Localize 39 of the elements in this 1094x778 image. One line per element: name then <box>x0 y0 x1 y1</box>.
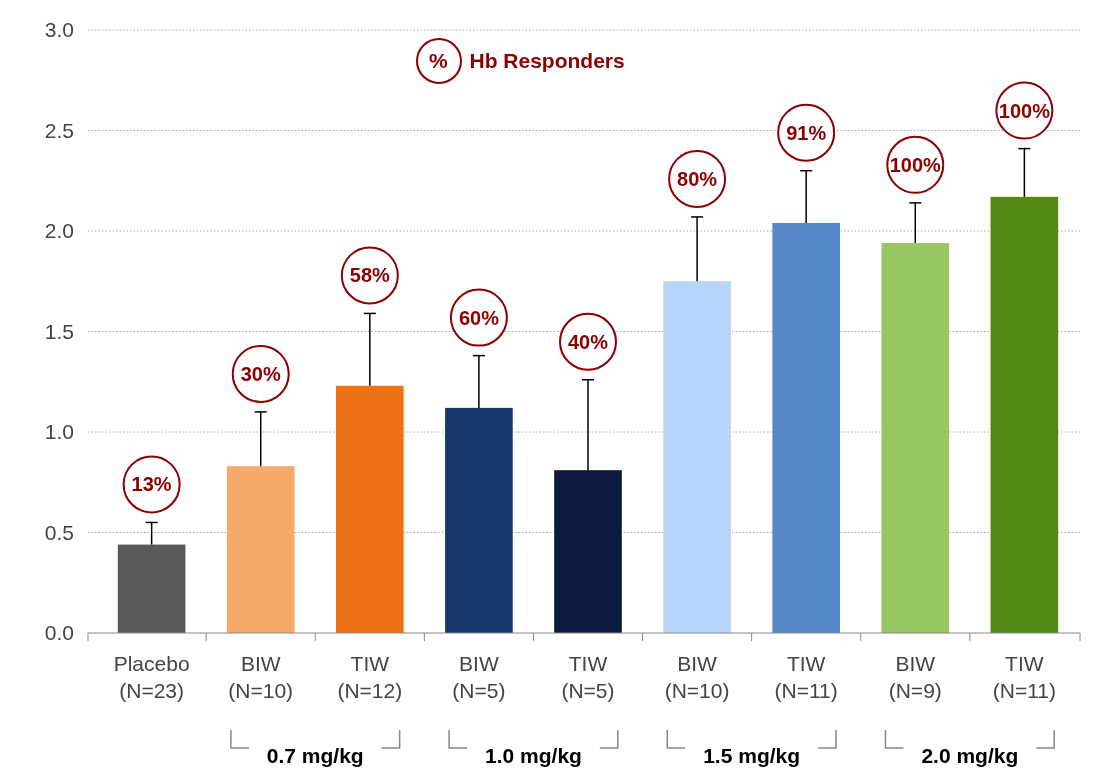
bar <box>336 385 404 633</box>
y-tick-label: 0.0 <box>44 621 74 645</box>
annotation: 13% <box>131 473 172 496</box>
x-tick-label: TIW (N=5) <box>561 652 615 702</box>
x-tick-label: BIW (N=10) <box>228 652 294 702</box>
y-tick-label: 0.5 <box>44 520 74 544</box>
x-tick-label: BIW (N=10) <box>664 652 730 702</box>
y-tick-label: 2.0 <box>44 219 74 243</box>
annotation: 91% <box>786 121 827 144</box>
bar <box>226 466 295 633</box>
bar <box>663 281 731 633</box>
bar <box>881 243 950 633</box>
annotation: 100% <box>889 153 942 176</box>
annotation: % Hb Responders <box>429 49 625 73</box>
y-tick-label: 2.5 <box>44 118 74 142</box>
bar <box>990 196 1059 633</box>
bar <box>554 470 622 633</box>
y-tick-label: 1.5 <box>44 319 74 343</box>
x-tick-label: Placebo (N=23) <box>113 652 190 702</box>
annotation: 60% <box>458 306 500 329</box>
annotation: 80% <box>677 167 718 190</box>
annotation: 40% <box>567 330 609 353</box>
x-tick-label: TIW (N=12) <box>337 652 403 702</box>
annotation: 100% <box>998 99 1051 122</box>
y-tick-label: 1.0 <box>44 420 74 444</box>
x-tick-label: BIW (N=9) <box>888 652 942 702</box>
text: 2.0 mg/kg <box>921 744 1019 768</box>
y-tick-label: 3.0 <box>44 18 74 42</box>
text: 0.7 mg/kg <box>266 744 364 768</box>
text: 1.5 mg/kg <box>703 744 801 768</box>
annotation: 58% <box>349 264 391 287</box>
x-tick-label: TIW (N=11) <box>992 652 1056 702</box>
x-tick-label: TIW (N=11) <box>774 652 838 702</box>
x-tick-label: BIW (N=5) <box>452 652 506 702</box>
bar <box>772 222 840 633</box>
bar <box>445 407 513 633</box>
bar <box>117 544 186 633</box>
text: 1.0 mg/kg <box>485 744 582 768</box>
annotation: 30% <box>240 362 281 385</box>
